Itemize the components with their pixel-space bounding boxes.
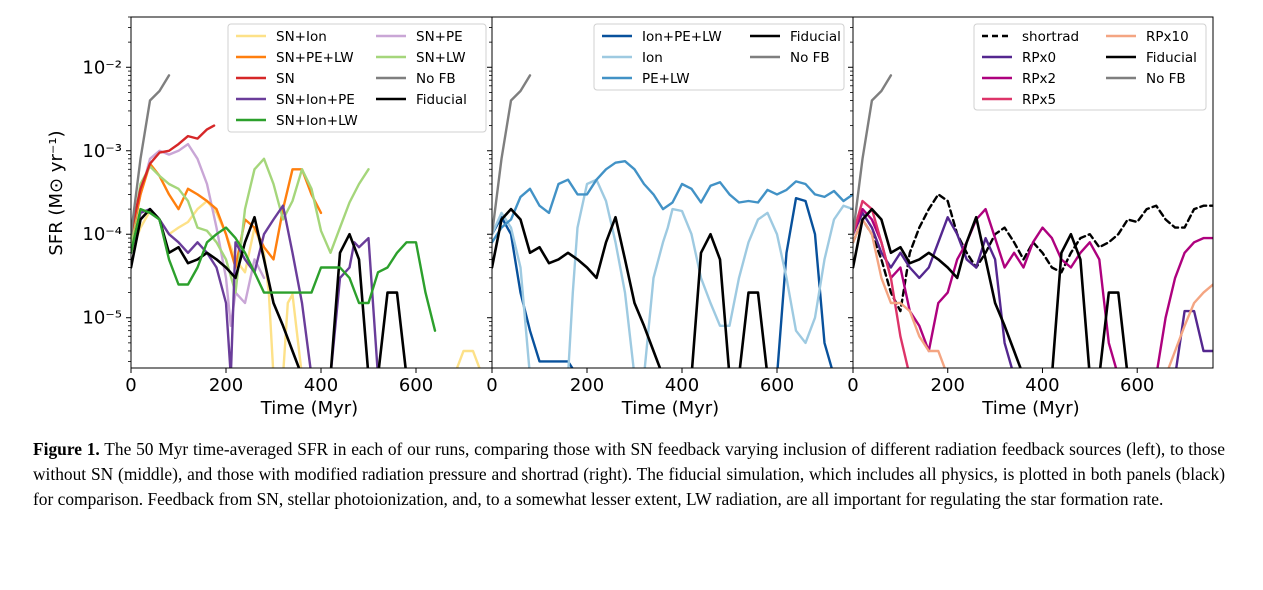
x-tick-label: 200 bbox=[570, 375, 604, 396]
panel-left: 0 200 400 600 10⁻² 10⁻³ 10⁻⁴ 10⁻⁵ Time (Myr) SN+I… bbox=[82, 16, 493, 419]
panel-right: 0 200 400 600 Time (Myr) shortrad RPx0 RPx2 RPx5… bbox=[847, 16, 1214, 419]
series-fiducial bbox=[853, 207, 1129, 368]
x-tick-label: 600 bbox=[1120, 375, 1154, 396]
series-fiducial bbox=[131, 207, 407, 368]
legend-entry: No FB bbox=[790, 50, 830, 66]
series-no-fb bbox=[853, 74, 893, 236]
legend-entry: SN+PE bbox=[416, 29, 463, 45]
series-pe-lw bbox=[492, 159, 853, 244]
series-no-fb bbox=[131, 74, 171, 236]
x-tick-label: 0 bbox=[486, 375, 497, 396]
figure-plot: SFR (M⊙ yr⁻¹) 0 200 400 600 10⁻² 10⁻³ 10⁻⁴ 10⁻⁵… bbox=[46, 16, 1214, 419]
series-rpx2 bbox=[853, 207, 1213, 368]
y-tick-label: 10⁻⁵ bbox=[82, 308, 122, 329]
legend-entry: PE+LW bbox=[642, 71, 690, 87]
y-tick-label: 10⁻⁴ bbox=[82, 224, 122, 245]
series-rpx5 bbox=[853, 199, 910, 368]
series-sn-ion-pe bbox=[131, 204, 379, 368]
x-tick-label: 0 bbox=[125, 375, 136, 396]
legend-entry: RPx5 bbox=[1022, 92, 1056, 108]
legend-entry: No FB bbox=[416, 71, 456, 87]
series-sn-pe-lw bbox=[131, 162, 323, 269]
panel-middle: 0 200 400 600 Time (Myr) Ion+PE+LW Ion PE+LW Fid… bbox=[486, 16, 854, 419]
x-axis-label: Time (Myr) bbox=[260, 398, 358, 419]
legend-entry: SN+Ion+LW bbox=[276, 113, 358, 129]
figure-caption: Figure 1. The 50 Myr time-averaged SFR i… bbox=[33, 437, 1225, 512]
legend: SN+Ion SN+PE+LW SN SN+Ion+PE SN+Ion+LW SN+PE S… bbox=[227, 23, 487, 133]
legend-entry: SN+Ion bbox=[276, 29, 327, 45]
series-fiducial bbox=[492, 207, 768, 368]
series-sn bbox=[131, 124, 216, 236]
caption-text: The 50 Myr time-averaged SFR in each of … bbox=[33, 439, 1225, 509]
x-tick-label: 200 bbox=[931, 375, 965, 396]
legend-entry: Fiducial bbox=[1146, 50, 1197, 66]
x-tick-label: 600 bbox=[760, 375, 794, 396]
x-tick-label: 200 bbox=[209, 375, 243, 396]
series-rpx0 bbox=[853, 211, 1213, 368]
legend-entry: Fiducial bbox=[790, 29, 841, 45]
y-axis-label: SFR (M⊙ yr⁻¹) bbox=[46, 130, 67, 255]
x-axis-label: Time (Myr) bbox=[621, 398, 719, 419]
series-sn-lw bbox=[131, 157, 370, 294]
legend-entry: Fiducial bbox=[416, 92, 467, 108]
x-tick-label: 400 bbox=[665, 375, 699, 396]
legend-entry: Ion+PE+LW bbox=[642, 29, 722, 45]
legend: Ion+PE+LW Ion PE+LW Fiducial No FB bbox=[593, 23, 845, 91]
series-ion-pe-lw bbox=[492, 196, 833, 368]
legend-entry: RPx0 bbox=[1022, 50, 1056, 66]
series-no-fb bbox=[492, 74, 532, 236]
series-rpx10 bbox=[853, 218, 1213, 368]
legend-entry: RPx10 bbox=[1146, 29, 1189, 45]
x-tick-label: 400 bbox=[1025, 375, 1059, 396]
legend-entry: shortrad bbox=[1022, 29, 1079, 45]
y-tick-label: 10⁻² bbox=[82, 57, 122, 78]
x-tick-label: 0 bbox=[847, 375, 858, 396]
legend: shortrad RPx0 RPx2 RPx5 RPx10 Fiducial No FB bbox=[973, 23, 1207, 111]
x-tick-label: 400 bbox=[304, 375, 338, 396]
legend-entry: SN+PE+LW bbox=[276, 50, 354, 66]
legend-entry: SN+LW bbox=[416, 50, 466, 66]
legend-entry: No FB bbox=[1146, 71, 1186, 87]
x-axis-label: Time (Myr) bbox=[981, 398, 1079, 419]
axes-frame bbox=[852, 16, 1214, 369]
series-ion bbox=[492, 178, 853, 368]
y-tick-label: 10⁻³ bbox=[82, 141, 122, 162]
legend-entry: SN+Ion+PE bbox=[276, 92, 355, 108]
legend-entry: SN bbox=[276, 71, 295, 87]
series-sn-pe bbox=[131, 142, 266, 327]
legend-entry: Ion bbox=[642, 50, 663, 66]
series-sn-ion bbox=[131, 199, 481, 368]
caption-label: Figure 1. bbox=[33, 439, 100, 459]
series-sn-ion-lw bbox=[131, 207, 437, 332]
legend-entry: RPx2 bbox=[1022, 71, 1056, 87]
x-tick-label: 600 bbox=[399, 375, 433, 396]
